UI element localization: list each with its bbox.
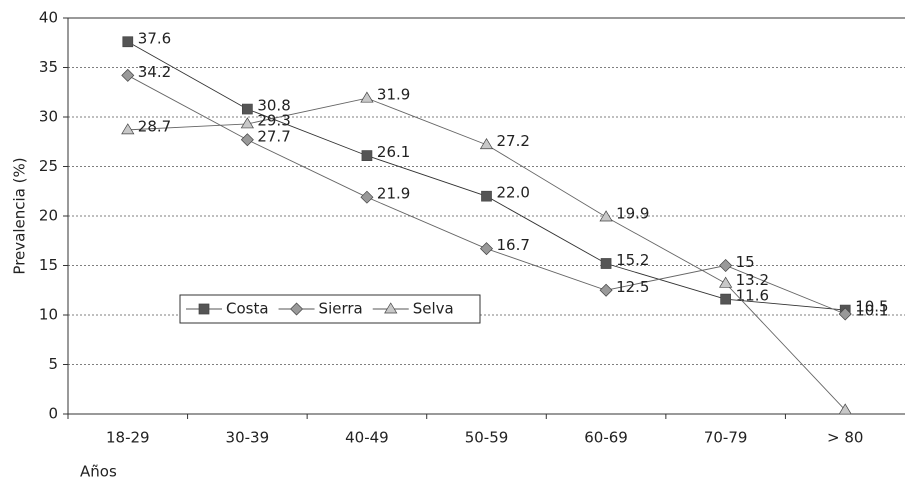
legend-label: Selva <box>413 300 454 318</box>
y-tick-label: 25 <box>39 157 58 175</box>
data-label: 11.6 <box>736 287 769 305</box>
data-label: 21.9 <box>377 185 410 203</box>
marker <box>480 242 493 256</box>
marker <box>242 103 253 115</box>
marker <box>719 276 733 288</box>
y-tick-label: 40 <box>39 9 58 27</box>
data-label: 10.5 <box>855 298 888 316</box>
marker <box>121 68 135 82</box>
data-label: 22.0 <box>497 184 530 202</box>
x-tick-label: 70-79 <box>704 429 748 447</box>
marker <box>838 307 852 321</box>
data-label: 27.7 <box>257 127 290 145</box>
x-tick-label: > 80 <box>827 429 863 447</box>
legend: Costa Sierra Selva <box>179 294 481 324</box>
data-label: 27.2 <box>497 132 530 150</box>
y-tick-label: 0 <box>48 405 58 423</box>
data-label: 37.6 <box>138 29 171 47</box>
y-tick-label: 20 <box>39 207 58 225</box>
data-label: 30.8 <box>257 97 290 115</box>
data-label: 13.2 <box>736 271 769 289</box>
data-label: 15 <box>736 253 755 271</box>
x-tick-label: 60-69 <box>584 429 628 447</box>
y-tick-label: 35 <box>39 58 58 76</box>
marker <box>719 259 733 272</box>
legend-box <box>179 294 481 324</box>
x-tick-label: 30-39 <box>226 429 270 447</box>
data-label: 26.1 <box>377 143 410 161</box>
data-label: 15.2 <box>616 251 649 269</box>
marker <box>360 91 374 103</box>
y-axis-title: Prevalencia (%) <box>11 157 29 274</box>
data-label: 34.2 <box>138 63 171 81</box>
x-axis-title: Años <box>80 463 117 481</box>
marker <box>600 258 612 269</box>
marker <box>838 403 852 415</box>
marker <box>361 150 373 161</box>
legend-label: Sierra <box>319 300 363 318</box>
marker <box>198 303 210 315</box>
data-label: 29.3 <box>257 111 290 129</box>
y-tick-label: 30 <box>39 108 58 126</box>
marker <box>720 293 731 305</box>
data-label: 28.7 <box>138 117 171 135</box>
x-tick-label: 50-59 <box>465 429 509 447</box>
legend-label: Costa <box>226 300 269 318</box>
marker <box>599 283 613 297</box>
marker <box>360 190 374 204</box>
marker <box>384 302 398 314</box>
data-label: 10.1 <box>855 302 888 320</box>
y-tick-label: 5 <box>48 355 58 373</box>
data-label: 12.5 <box>616 278 649 296</box>
marker <box>599 210 613 222</box>
y-tick-label: 10 <box>39 306 58 324</box>
data-label: 19.9 <box>616 204 649 222</box>
y-tick-label: 15 <box>39 256 58 274</box>
x-tick-label: 40-49 <box>345 429 389 447</box>
marker <box>240 133 254 147</box>
marker <box>122 36 134 48</box>
marker <box>481 190 492 202</box>
data-label: 16.7 <box>497 236 530 254</box>
marker <box>479 138 494 150</box>
data-label: 31.9 <box>377 86 410 104</box>
marker <box>121 123 135 135</box>
marker <box>240 117 254 129</box>
marker <box>290 302 304 316</box>
x-tick-label: 18-29 <box>106 429 150 447</box>
